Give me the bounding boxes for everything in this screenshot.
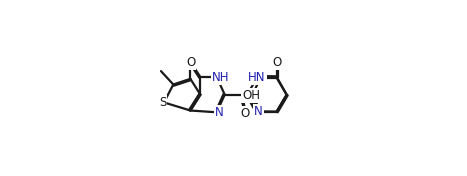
Text: NH: NH [212, 71, 229, 84]
Text: HN: HN [248, 71, 266, 84]
Text: OH: OH [242, 89, 260, 102]
Text: N: N [254, 105, 263, 118]
Text: O: O [240, 107, 249, 120]
Text: O: O [186, 56, 196, 69]
Text: N: N [214, 106, 223, 119]
Text: S: S [159, 96, 166, 109]
Text: O: O [273, 56, 282, 69]
